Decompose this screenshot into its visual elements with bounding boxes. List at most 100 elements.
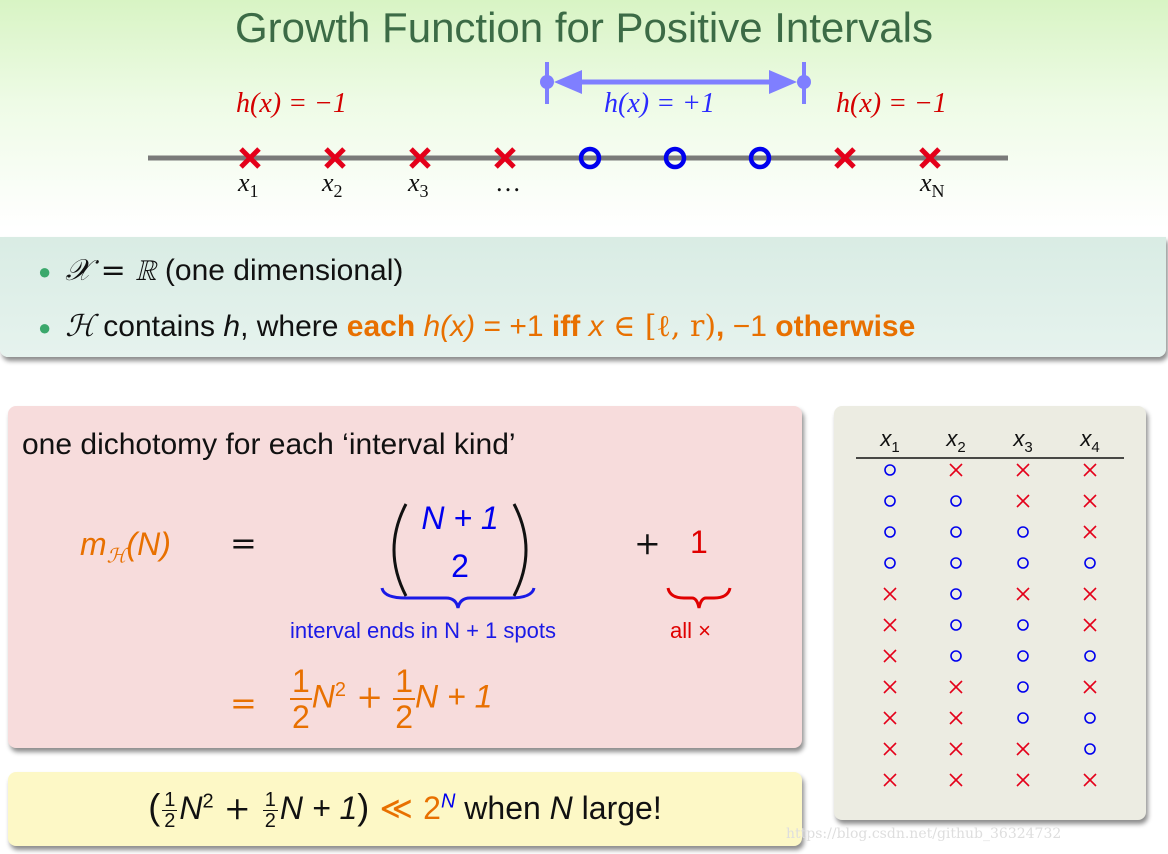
open-paren: ( (148, 786, 161, 827)
table-cell-cross (1016, 463, 1030, 477)
lhs-m: m (80, 526, 107, 562)
label-negative-right: h(x) = −1 (836, 88, 947, 120)
table-cell-circle (950, 495, 962, 507)
text-where: , where (240, 310, 347, 343)
table-cell-circle (1017, 619, 1029, 631)
text-h: h (223, 310, 241, 343)
circle-point (578, 146, 602, 170)
bullet-dot: ● (38, 259, 52, 285)
plus-in-result: + (346, 677, 394, 716)
input-space-math: 𝒳 = ℝ (65, 253, 157, 288)
text-each: each (346, 310, 424, 343)
table-cell-circle (1084, 743, 1096, 755)
much-less-than: ≪ (369, 789, 424, 827)
header-gradient (0, 0, 1168, 228)
table-cell-cross (1083, 587, 1097, 601)
interval-arrow-right-head (769, 70, 797, 94)
circle-point (663, 146, 687, 170)
text-comma: , (716, 310, 733, 343)
table-cell-circle (950, 619, 962, 631)
watermark: https://blog.csdn.net/github_36324732 (786, 826, 1062, 842)
table-cell-circle (884, 557, 896, 569)
equals-sign-1: = (230, 524, 257, 562)
point-label-x1: x1 (238, 168, 259, 202)
cross-point (324, 147, 346, 169)
two-base: 2 (423, 790, 441, 826)
table-cell-cross (949, 711, 963, 725)
text-large: large! (572, 790, 662, 826)
table-cell-circle (950, 588, 962, 600)
lhs-sub: ℋ (106, 543, 127, 568)
n-plus-one-b: N + 1 (279, 790, 358, 826)
table-header: x2 (945, 426, 965, 456)
table-cell-cross (1083, 494, 1097, 508)
cross-point (494, 147, 516, 169)
text-interval: ∈ [ℓ, r) (603, 309, 717, 344)
interval-arrow-left-head (554, 70, 582, 94)
plus-a: + (213, 789, 261, 827)
table-cell-circle (884, 495, 896, 507)
text-x: x (588, 310, 604, 343)
table-cell-circle (1084, 557, 1096, 569)
table-cell-cross (1016, 587, 1030, 601)
table-cell-cross (883, 680, 897, 694)
dichotomy-table: x1 x2 x3 x4 (856, 426, 1124, 787)
binomial-bottom: 2 (451, 548, 469, 584)
brace-label-all-cross: all × (670, 618, 711, 643)
bullet-input-space: ● 𝒳 = ℝ (one dimensional) (38, 253, 403, 288)
text-n: N (549, 790, 573, 826)
brace-label-interval: interval ends in N + 1 spots (290, 618, 556, 643)
bullet-dot: ● (38, 315, 52, 341)
definition-box: ● 𝒳 = ℝ (one dimensional) ● ℋ contains h, … (0, 237, 1166, 357)
table-cell-cross (949, 742, 963, 756)
interval-left-dot (540, 75, 554, 89)
table-cell-circle (950, 557, 962, 569)
binomial-top-text: N + 1 (421, 500, 499, 536)
hypothesis-set-symbol: ℋ (65, 309, 95, 344)
binomial-top: N + 1 (400, 500, 520, 537)
table-header: x1 (879, 426, 899, 456)
text-when: when (455, 790, 550, 826)
label-positive-middle: h(x) = +1 (604, 88, 715, 120)
table-cell-circle (884, 464, 896, 476)
constant-one: 1 (690, 524, 708, 560)
n-plus-one: N + 1 (414, 678, 493, 715)
n-exp-a: 2 (202, 790, 214, 813)
table-cell-cross (1016, 742, 1030, 756)
text-iff: iff (551, 310, 589, 343)
point-label-x2: x2 (322, 168, 343, 202)
table-cell-circle (1017, 681, 1029, 693)
cross-point (919, 147, 941, 169)
cross-point (239, 147, 261, 169)
slide-title: Growth Function for Positive Intervals (235, 4, 933, 51)
table-cell-circle (1017, 712, 1029, 724)
input-space-text: (one dimensional) (156, 254, 404, 287)
dichotomy-box: one dichotomy for each ‘interval kind’ m… (8, 406, 802, 748)
table-cell-cross (949, 773, 963, 787)
close-paren: ) (357, 786, 370, 827)
table-cell-cross (883, 587, 897, 601)
table-cell-cross (883, 649, 897, 663)
n-squared-base: N (311, 678, 335, 715)
cross-point (834, 147, 856, 169)
table-cell-cross (1083, 618, 1097, 632)
table-cell-circle (1017, 650, 1029, 662)
equals-sign-2: = (230, 684, 257, 722)
bullet-hypothesis-set: ● ℋ contains h, where each h(x) = +1 iff … (38, 309, 915, 344)
label-negative-right-text: h(x) = −1 (836, 88, 947, 119)
text-hx: h(x) (423, 310, 476, 343)
label-positive-middle-text: h(x) = +1 (604, 88, 715, 119)
table-cell-cross (883, 773, 897, 787)
table-cell-circle (1084, 712, 1096, 724)
table-cell-circle (1017, 526, 1029, 538)
dichotomy-heading: one dichotomy for each ‘interval kind’ (22, 428, 516, 461)
text-neg1: −1 (732, 310, 776, 343)
table-cell-circle (950, 526, 962, 538)
point-label-xn: xN (920, 168, 945, 202)
